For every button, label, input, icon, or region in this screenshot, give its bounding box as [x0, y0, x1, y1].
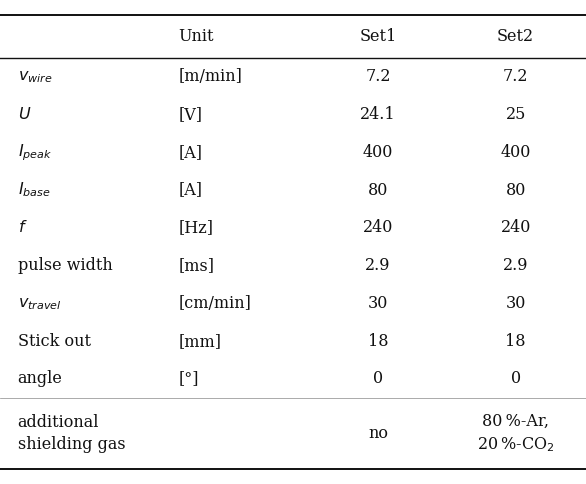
- Text: 25: 25: [506, 106, 526, 123]
- Text: 0: 0: [510, 370, 521, 387]
- Text: [A]: [A]: [179, 144, 203, 161]
- Text: Stick out: Stick out: [18, 333, 91, 349]
- Text: pulse width: pulse width: [18, 257, 113, 274]
- Text: Set2: Set2: [497, 28, 534, 45]
- Text: additional
shielding gas: additional shielding gas: [18, 414, 125, 453]
- Text: $I_{peak}$: $I_{peak}$: [18, 142, 52, 163]
- Text: 80: 80: [368, 182, 388, 198]
- Text: $f$: $f$: [18, 219, 27, 236]
- Text: [mm]: [mm]: [179, 333, 222, 349]
- Text: 30: 30: [506, 295, 526, 312]
- Text: 80: 80: [506, 182, 526, 198]
- Text: 18: 18: [368, 333, 388, 349]
- Text: $U$: $U$: [18, 106, 31, 123]
- Text: 7.2: 7.2: [503, 68, 529, 85]
- Text: no: no: [368, 425, 388, 442]
- Text: 30: 30: [368, 295, 388, 312]
- Text: 240: 240: [500, 219, 531, 236]
- Text: Unit: Unit: [179, 28, 214, 45]
- Text: 24.1: 24.1: [360, 106, 396, 123]
- Text: 2.9: 2.9: [365, 257, 391, 274]
- Text: 400: 400: [363, 144, 393, 161]
- Text: $v_{travel}$: $v_{travel}$: [18, 295, 62, 312]
- Text: angle: angle: [18, 370, 63, 387]
- Text: 240: 240: [363, 219, 393, 236]
- Text: [ms]: [ms]: [179, 257, 214, 274]
- Text: [m/min]: [m/min]: [179, 68, 243, 85]
- Text: 2.9: 2.9: [503, 257, 529, 274]
- Text: [cm/min]: [cm/min]: [179, 295, 251, 312]
- Text: Set1: Set1: [359, 28, 397, 45]
- Text: [A]: [A]: [179, 182, 203, 198]
- Text: 400: 400: [500, 144, 531, 161]
- Text: [°]: [°]: [179, 370, 199, 387]
- Text: 7.2: 7.2: [365, 68, 391, 85]
- Text: $v_{wire}$: $v_{wire}$: [18, 68, 52, 85]
- Text: $I_{base}$: $I_{base}$: [18, 181, 50, 199]
- Text: 80 %-Ar,
20 %-CO$_2$: 80 %-Ar, 20 %-CO$_2$: [477, 413, 554, 454]
- Text: 18: 18: [506, 333, 526, 349]
- Text: [V]: [V]: [179, 106, 203, 123]
- Text: [Hz]: [Hz]: [179, 219, 214, 236]
- Text: 0: 0: [373, 370, 383, 387]
